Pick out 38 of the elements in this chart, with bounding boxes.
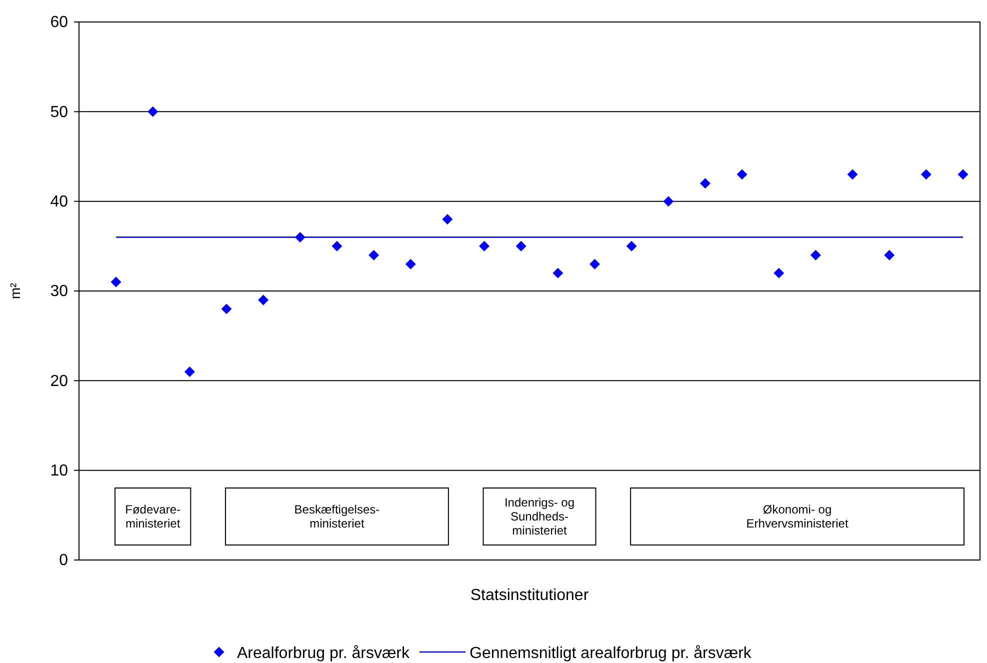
x-axis-title: Statsinstitutioner <box>470 587 590 604</box>
point <box>258 294 269 306</box>
point <box>479 240 490 252</box>
point <box>884 250 895 260</box>
point <box>552 268 564 278</box>
point <box>442 214 453 225</box>
point <box>184 366 195 377</box>
point <box>110 276 122 288</box>
point <box>148 106 158 117</box>
y-tick-label: 40 <box>50 193 68 210</box>
y-tick-label: 20 <box>50 372 68 390</box>
point <box>920 169 932 180</box>
annotation: Indenrigs- og Sundheds- ministeriet <box>504 496 575 538</box>
point <box>332 240 342 252</box>
point <box>626 240 637 252</box>
point <box>663 196 674 207</box>
annotation: Beskæftigelses- ministeriet <box>294 502 380 530</box>
legend-label: Arealforbrug pr. årsværk <box>237 645 411 662</box>
y-tick-label: 0 <box>59 552 68 570</box>
y-tick-label: 60 <box>50 14 68 32</box>
annotation: Økonomi- og Erhvervsministeriet <box>746 502 849 530</box>
point <box>847 169 858 180</box>
y-tick-label: 50 <box>50 104 68 121</box>
annotation: Fødevare- ministeriet <box>125 502 181 530</box>
point <box>368 250 380 260</box>
y-axis-title: m² <box>7 282 23 300</box>
point <box>405 258 416 270</box>
point <box>590 258 600 270</box>
point <box>958 169 968 180</box>
point <box>810 250 821 260</box>
point <box>516 240 526 252</box>
y-tick-label: 10 <box>50 462 68 480</box>
point <box>221 304 232 314</box>
y-tick-label: 30 <box>50 283 68 300</box>
legend-label: Gennemsnitligt arealforbrug pr. årsværk <box>470 645 752 662</box>
point <box>700 178 710 189</box>
point <box>774 268 784 278</box>
point <box>736 169 748 180</box>
